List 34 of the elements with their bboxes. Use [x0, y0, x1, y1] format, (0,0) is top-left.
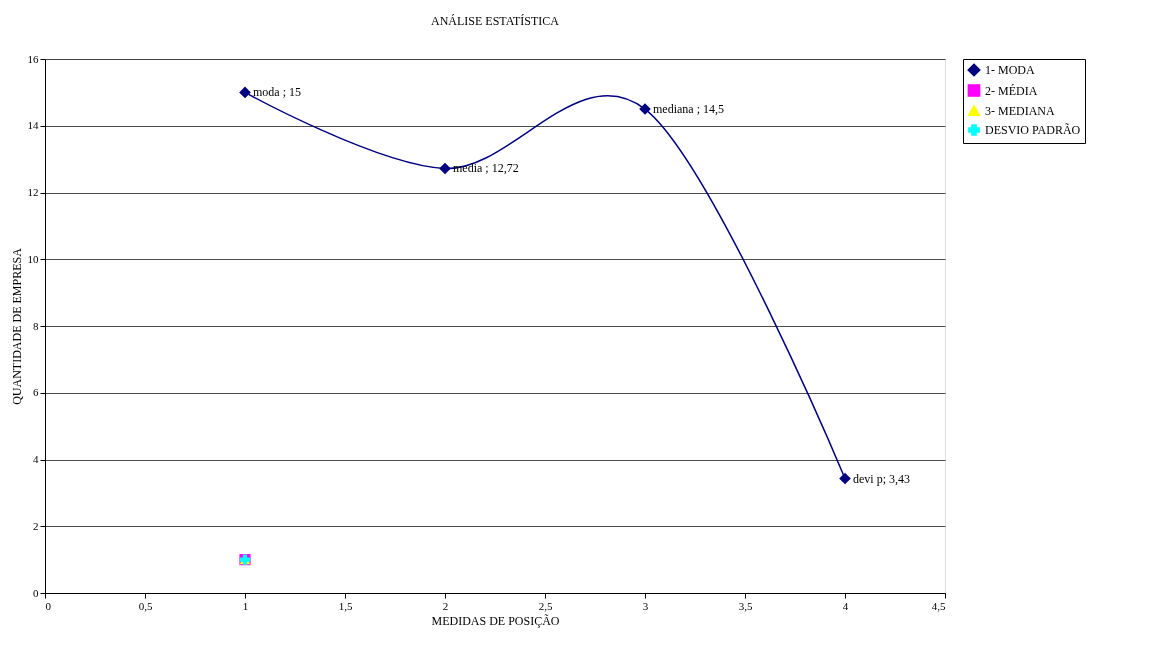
- point: [239, 86, 251, 99]
- y-tick-label: 10: [27, 252, 39, 265]
- y-tick-label: 6: [33, 386, 39, 399]
- data-label: mediana ; 14,5: [653, 102, 724, 117]
- y-axis-title: QUANTIDADE DE EMPRESA: [9, 247, 24, 405]
- x-tick-label: 3: [642, 599, 649, 612]
- legend-label: 1- MODA: [985, 63, 1035, 77]
- y-tick-label: 16: [27, 52, 39, 65]
- y-tick-label: 12: [27, 186, 39, 198]
- x-tick-label: 1: [242, 599, 249, 612]
- legend-label: 3- MEDIANA: [985, 103, 1055, 118]
- x-tick-label: 3,5: [738, 599, 753, 612]
- data-label: moda ; 15: [253, 85, 301, 100]
- point: [839, 472, 851, 485]
- x-axis-title: MEDIDAS DE POSIÇÃO: [431, 613, 560, 628]
- data-label: devi p; 3,43: [853, 471, 910, 486]
- point: [439, 162, 451, 175]
- data-label: media ; 12,72: [453, 161, 519, 176]
- x-tick-label: 0: [45, 599, 52, 612]
- x-tick-label: 4,5: [931, 599, 946, 612]
- y-tick-label: 0: [33, 586, 39, 599]
- y-tick-label: 2: [33, 519, 39, 532]
- y-tick-label: 8: [33, 319, 39, 332]
- x-tick-label: 1,5: [338, 599, 353, 612]
- chart-title: ANÁLISE ESTATÍSTICA: [430, 14, 560, 28]
- legend-label: DESVIO PADRÃO: [985, 123, 1081, 137]
- x-tick-label: 2,5: [538, 599, 553, 612]
- x-tick-label: 4: [842, 599, 849, 612]
- x-tick-label: 0,5: [138, 599, 153, 612]
- legend-label: 2- MÉDIA: [985, 83, 1038, 98]
- y-tick-label: 4: [33, 453, 39, 465]
- x-tick-label: 2: [442, 599, 449, 612]
- y-tick-label: 14: [27, 119, 39, 132]
- point: [639, 103, 651, 115]
